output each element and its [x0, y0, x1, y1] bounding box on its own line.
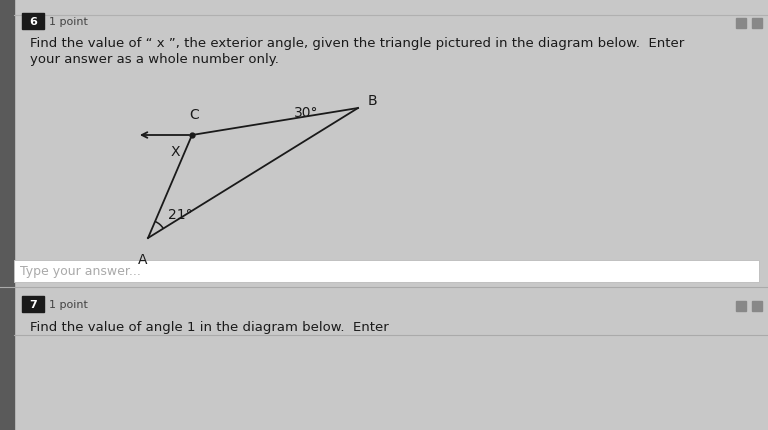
Text: A: A — [138, 252, 147, 266]
Text: Type your answer...: Type your answer... — [20, 265, 141, 278]
Text: X: X — [170, 144, 180, 159]
Bar — [0, 0, 14, 430]
Text: 7: 7 — [29, 299, 37, 309]
Text: 6: 6 — [29, 17, 37, 27]
Bar — [752, 301, 762, 311]
Text: 21°: 21° — [167, 208, 192, 221]
Bar — [752, 19, 762, 29]
Bar — [22, 296, 44, 312]
Text: 1 point: 1 point — [49, 299, 88, 309]
Text: C: C — [189, 108, 199, 122]
Text: B: B — [367, 94, 377, 108]
Text: 1 point: 1 point — [49, 17, 88, 27]
Text: 30°: 30° — [293, 106, 318, 120]
Bar — [22, 14, 44, 30]
Bar — [14, 261, 759, 283]
Text: your answer as a whole number only.: your answer as a whole number only. — [30, 52, 279, 65]
Text: Find the value of angle 1 in the diagram below.  Enter: Find the value of angle 1 in the diagram… — [30, 321, 389, 334]
Bar — [736, 301, 746, 311]
Text: Find the value of “ x ”, the exterior angle, given the triangle pictured in the : Find the value of “ x ”, the exterior an… — [30, 37, 684, 49]
Bar — [736, 19, 746, 29]
